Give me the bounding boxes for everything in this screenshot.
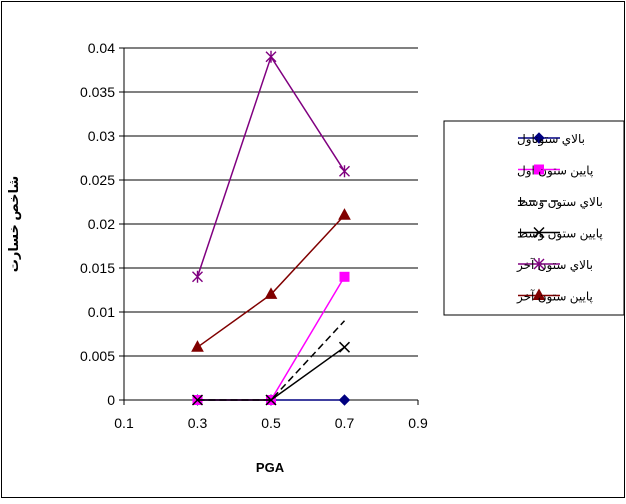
axes: 0 0.005 0.01 0.015 0.02 0.025 0.03 0.035 0.04 0.1… <box>80 40 428 431</box>
data-point <box>339 271 350 282</box>
legend: بالاي ستوناول پايين ستون اول بالاي ستون وس… <box>443 120 625 316</box>
data-point <box>338 208 351 220</box>
legend-swatch-marker <box>534 164 544 175</box>
x-tick-label: 0.5 <box>261 415 281 431</box>
legend-label: پايين ستون اول <box>517 164 593 179</box>
legend-label: بالاي ستون آخر <box>516 257 593 273</box>
x-tick-label: 0.7 <box>335 415 355 431</box>
legend-item: پايين ستون اول <box>517 164 593 179</box>
legend-label: پايين ستون آخر <box>516 289 593 305</box>
data-point <box>338 341 351 353</box>
x-tick-label: 0.3 <box>188 415 208 431</box>
x-axis-label: PGA <box>256 460 285 475</box>
y-axis-label: شاخص خسارت <box>6 176 21 272</box>
y-tick-label: 0.015 <box>80 260 115 276</box>
legend-box <box>443 120 625 316</box>
data-point <box>191 394 204 406</box>
y-tick-label: 0 <box>107 392 115 408</box>
gridlines <box>124 47 418 357</box>
data-point <box>264 287 278 299</box>
data-point <box>191 340 204 352</box>
data-point <box>265 394 277 406</box>
y-tick-label: 0.035 <box>80 84 115 100</box>
data-point <box>339 165 350 178</box>
legend-item: بالاي ستون وسط <box>517 195 603 210</box>
y-tick-label: 0.02 <box>88 216 115 232</box>
series-4 <box>191 341 351 406</box>
legend-item: بالاي ستون آخر <box>516 257 593 273</box>
legend-swatch-marker <box>533 258 545 270</box>
series-6 <box>191 208 351 352</box>
legend-swatch-marker <box>532 288 546 300</box>
legend-item: پايين ستون آخر <box>516 288 593 305</box>
y-tick-label: 0.01 <box>88 304 115 320</box>
data-point <box>338 394 351 406</box>
y-tick-label: 0.005 <box>80 348 115 364</box>
y-tick-label: 0.03 <box>88 128 115 144</box>
x-tick-label: 0.9 <box>408 415 428 431</box>
legend-swatch-marker <box>533 132 545 144</box>
legend-label: بالاي ستون وسط <box>517 195 603 210</box>
y-tick-label: 0.025 <box>80 172 115 188</box>
legend-item: پايين ستون وسط <box>517 227 603 242</box>
legend-item: بالاي ستوناول <box>517 132 585 147</box>
y-tick-label: 0.04 <box>88 40 115 56</box>
series-layer <box>191 50 351 406</box>
legend-label: پايين ستون وسط <box>517 227 603 242</box>
legend-swatch-marker <box>533 226 545 239</box>
data-point <box>192 270 203 283</box>
x-tick-label: 0.1 <box>114 415 134 431</box>
data-point <box>265 50 277 63</box>
legend-label: بالاي ستوناول <box>517 132 585 147</box>
series-5 <box>192 50 350 283</box>
